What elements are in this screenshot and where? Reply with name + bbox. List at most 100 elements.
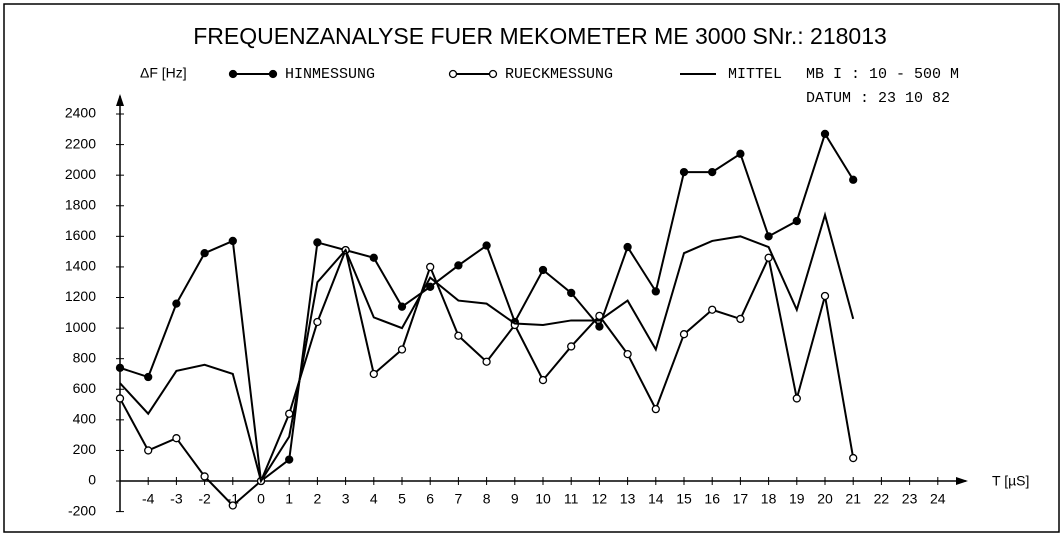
point [228, 501, 237, 510]
point [482, 241, 491, 250]
point [736, 314, 745, 324]
point [397, 345, 407, 354]
point [454, 331, 463, 340]
point [538, 375, 548, 385]
legend-marker [488, 69, 498, 79]
legend-label: HINMESSUNG [285, 66, 375, 83]
y-tick-label: 1800 [65, 196, 96, 212]
y-tick-label: 600 [73, 380, 97, 396]
point [708, 305, 717, 314]
x-tick-label: 18 [761, 491, 777, 507]
x-tick-label: 24 [930, 491, 946, 507]
x-tick-label: 20 [817, 491, 833, 507]
x-tick-label: 6 [426, 491, 434, 507]
x-tick-label: 15 [676, 491, 692, 507]
point [313, 238, 322, 247]
point [144, 372, 153, 382]
point [144, 446, 153, 455]
point [285, 409, 294, 418]
y-tick-label: 200 [73, 441, 97, 457]
point [736, 149, 745, 158]
x-tick-label: 8 [483, 491, 491, 507]
point [567, 288, 576, 298]
point [764, 253, 773, 262]
x-tick-label: 2 [314, 491, 322, 507]
x-axis-arrow [956, 477, 968, 486]
x-tick-label: 19 [789, 491, 805, 507]
point [172, 299, 181, 308]
point [115, 394, 125, 403]
point [764, 232, 773, 241]
point [228, 236, 237, 246]
point [369, 253, 378, 262]
point [849, 453, 858, 463]
point [708, 167, 717, 177]
y-axis-arrow [116, 94, 124, 106]
point [369, 369, 378, 379]
point [200, 472, 209, 481]
x-tick-label: 7 [455, 491, 463, 507]
y-tick-label: 1000 [65, 319, 96, 335]
x-axis-label: T [µS] [992, 473, 1029, 489]
point [820, 129, 830, 139]
point [285, 455, 294, 464]
point [623, 242, 632, 252]
x-tick-label: -3 [170, 491, 183, 507]
point [115, 363, 125, 373]
series-line [119, 246, 855, 507]
series-line [119, 211, 855, 484]
point [792, 394, 801, 403]
point [397, 302, 407, 311]
point [200, 249, 209, 258]
x-tick-label: 11 [564, 491, 579, 507]
point [679, 330, 689, 339]
point [651, 287, 660, 296]
y-axis-label: ΔF [Hz] [140, 65, 187, 81]
x-tick-label: 1 [285, 491, 293, 507]
x-tick-label: 23 [902, 491, 918, 507]
legend-marker [228, 69, 238, 79]
annotation: MB I : 10 - 500 M [806, 66, 959, 83]
x-tick-label: 3 [342, 491, 350, 507]
series-line [119, 131, 855, 483]
point [849, 175, 858, 184]
point [595, 322, 604, 331]
y-tick-label: 1400 [65, 258, 96, 274]
x-tick-label: 12 [592, 491, 608, 507]
y-tick-label: 400 [73, 411, 97, 427]
x-tick-label: 4 [370, 491, 378, 507]
point [454, 261, 463, 270]
point [538, 265, 548, 275]
legend-label: RUECKMESSUNG [505, 66, 613, 83]
y-tick-label: 1600 [65, 227, 96, 243]
legend-marker [448, 69, 458, 79]
x-tick-label: 0 [257, 491, 265, 507]
legend-label: MITTEL [728, 66, 782, 83]
point [482, 357, 491, 366]
x-tick-label: 10 [535, 491, 551, 507]
y-tick-label: 2000 [65, 166, 96, 182]
x-tick-label: -2 [198, 491, 211, 507]
y-tick-label: 1200 [65, 288, 96, 304]
point [426, 262, 435, 272]
y-tick-label: 2400 [65, 105, 96, 121]
y-tick-label: 800 [73, 349, 97, 365]
chart-title: FREQUENZANALYSE FUER MEKOMETER ME 3000 S… [193, 23, 887, 49]
point [679, 167, 689, 177]
x-tick-label: 9 [511, 491, 519, 507]
x-tick-label: 13 [620, 491, 636, 507]
point [820, 291, 830, 301]
x-tick-label: 5 [398, 491, 406, 507]
x-tick-label: 22 [874, 491, 890, 507]
point [651, 404, 660, 414]
frame [3, 3, 1060, 533]
point [172, 434, 181, 443]
point [567, 342, 576, 351]
point [623, 349, 632, 359]
x-tick-label: 17 [733, 491, 749, 507]
legend-marker [268, 69, 278, 79]
x-tick-label: -4 [142, 491, 155, 507]
point [313, 317, 322, 327]
point [426, 282, 435, 291]
